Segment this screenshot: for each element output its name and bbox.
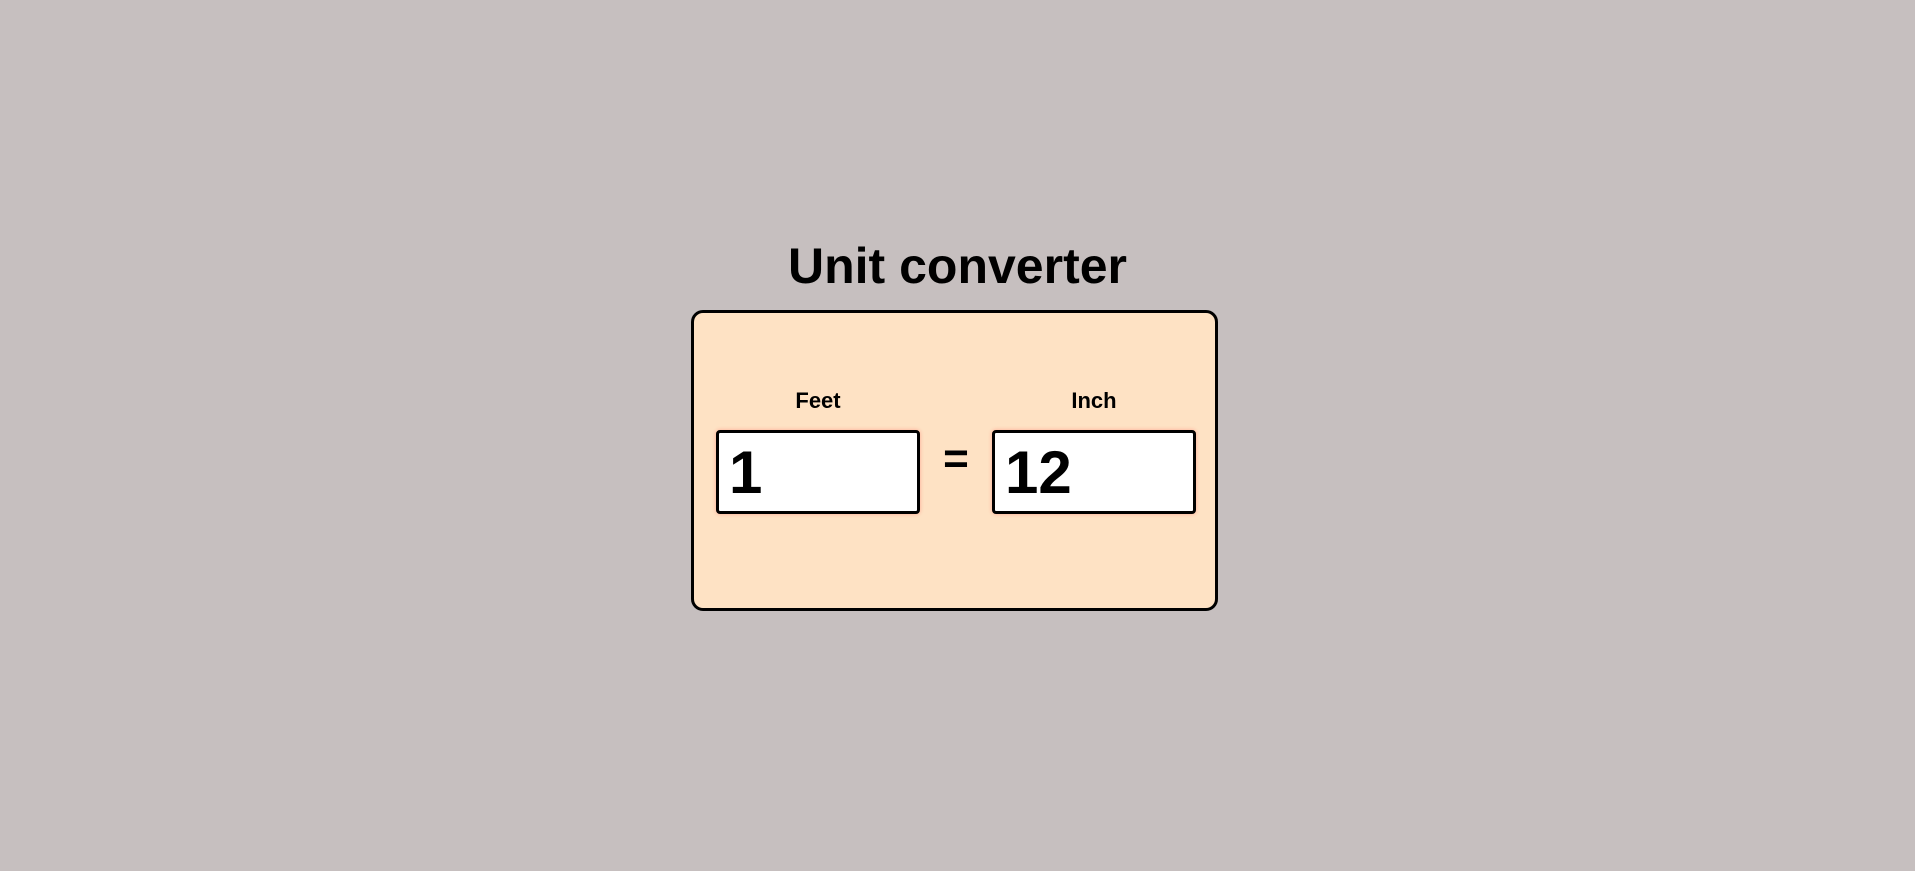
inch-label: Inch bbox=[1071, 388, 1117, 413]
page-title: Unit converter bbox=[788, 238, 1127, 294]
feet-group: Feet bbox=[716, 388, 920, 514]
inch-input[interactable] bbox=[992, 430, 1196, 514]
feet-input[interactable] bbox=[716, 430, 920, 514]
feet-label: Feet bbox=[795, 388, 841, 413]
equals-sign: = bbox=[943, 434, 969, 483]
converter-card: Feet = Inch bbox=[691, 310, 1218, 611]
inch-group: Inch bbox=[992, 388, 1196, 514]
